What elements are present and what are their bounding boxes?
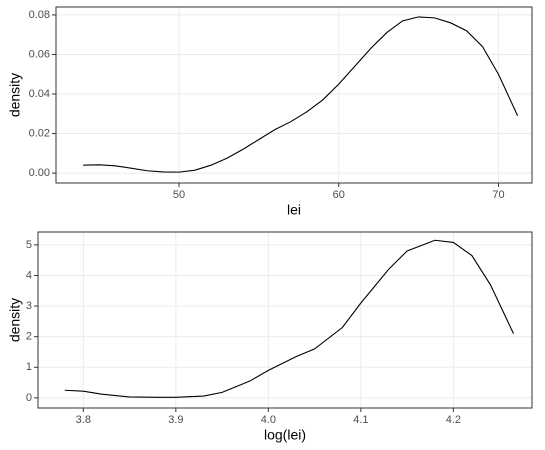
y-tick-label: 0.06 [29,48,50,60]
x-tick-label: 4.0 [261,414,276,426]
y-axis-label: density [7,73,23,117]
y-tick-label: 2 [26,331,32,343]
x-tick-label: 60 [333,189,345,201]
y-tick-label: 1 [26,361,32,373]
y-tick-label: 3 [26,300,32,312]
y-tick-label: 0 [26,392,32,404]
plot-border [55,6,533,184]
x-tick-label: 70 [492,189,504,201]
y-tick-label: 0.00 [29,167,50,179]
density-line [83,16,519,173]
plot-background [38,232,532,408]
density-line [64,239,514,398]
x-tick-label: 3.8 [76,414,91,426]
y-tick-label: 0.02 [29,127,50,139]
x-tick-label: 4.2 [446,414,461,426]
y-tick-label: 4 [26,269,32,281]
y-axis-label: density [7,298,23,342]
y-tick-label: 5 [26,239,32,251]
x-tick-label: 3.9 [168,414,183,426]
x-tick-label: 50 [173,189,185,201]
x-tick-label: 4.1 [353,414,368,426]
y-tick-label: 0.08 [29,9,50,21]
x-axis-label: log(lei) [264,427,306,443]
x-axis-label: lei [287,202,301,218]
y-tick-label: 0.04 [29,88,50,100]
plot-border [37,231,533,409]
plot-background [56,7,532,183]
